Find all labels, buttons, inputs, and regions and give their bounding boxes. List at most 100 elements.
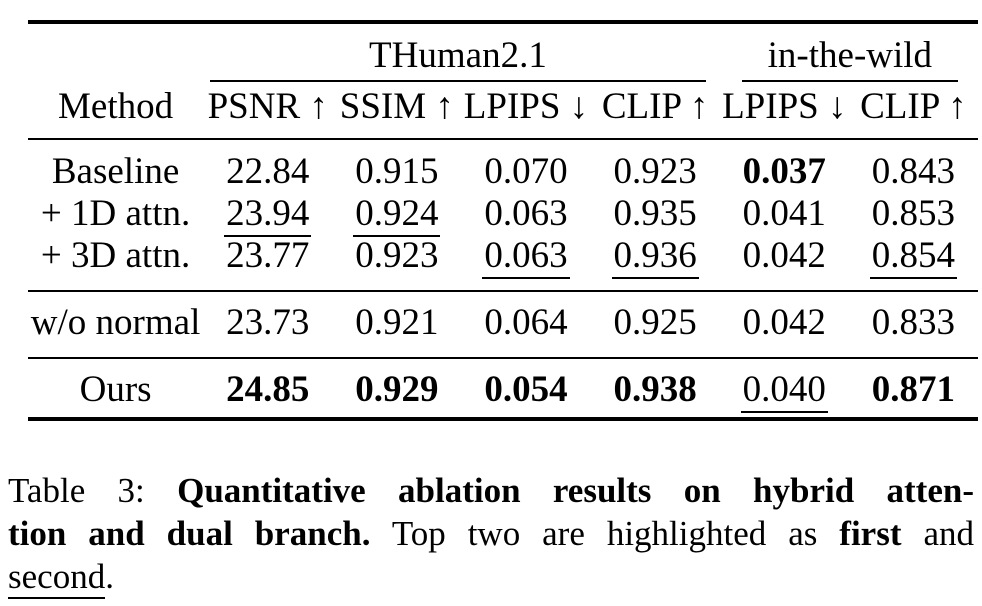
value-cell: 0.936 [590,235,720,292]
value-cell: 0.938 [591,358,720,419]
caption-text: . [105,557,114,596]
value-text: 23.77 [226,235,310,276]
value-text: 0.040 [740,369,828,413]
caption-bold-text: Quantitative ablation results on hybrid … [177,471,974,510]
method-cell: + 3D attn. [28,235,204,292]
value-text: 0.936 [611,235,699,279]
caption-text: Table 3: [8,471,178,510]
value-text: 0.853 [871,193,956,234]
value-cell: 0.923 [591,139,720,193]
value-cell: 0.040 [720,358,849,419]
value-text: 0.921 [355,302,439,343]
table-row: Baseline 22.84 0.915 0.070 0.923 0.037 0.843 [28,139,978,193]
group-header-thuman: THuman2.1 [203,22,720,82]
value-text: 0.054 [484,369,568,410]
value-text: 0.833 [871,302,956,343]
table-row: + 1D attn. 23.94 0.924 0.063 0.935 0.041 0.853 [28,193,978,237]
results-table: THuman2.1 in-the-wild Method PSNR ↑ SSIM… [28,20,978,421]
value-text: 0.063 [484,193,568,234]
value-cell: 0.853 [849,193,978,235]
method-label: + 1D attn. [40,193,191,234]
value-cell: 23.94 [203,193,332,237]
col-header-psnr: PSNR ↑ [203,82,333,140]
table-body: Baseline 22.84 0.915 0.070 0.923 0.037 0.843 + … [28,139,978,419]
value-text: 0.938 [613,369,697,410]
value-cell: 0.063 [461,193,590,235]
value-cell: 0.871 [849,358,978,419]
col-header-clip: CLIP ↑ [590,82,720,140]
group-header-row: THuman2.1 in-the-wild [28,22,978,82]
col-header-clip-wild: CLIP ↑ [848,82,978,140]
value-text: 0.042 [742,302,826,343]
caption-text: Top two are highlighted as [370,514,840,553]
value-cell: 0.041 [720,193,849,235]
value-cell: 0.925 [590,291,720,359]
value-text: 0.041 [742,193,826,234]
table-row: w/o normal 23.73 0.921 0.064 0.925 0.042 0.833 [28,291,978,359]
group-label-thuman: THuman2.1 [210,36,706,82]
value-cell: 0.054 [461,358,590,419]
method-cell: Baseline [28,139,203,193]
value-cell: 0.843 [849,139,978,193]
caption-line-3: second. [8,555,974,599]
value-cell: 23.73 [203,291,333,359]
method-cell: Ours [28,358,203,419]
caption-line-1: Table 3: Quantitative ablation results o… [8,469,974,512]
value-cell: 0.929 [332,358,461,419]
value-text: 0.924 [353,193,441,237]
caption-bold-text: first [839,514,902,553]
value-cell: 0.042 [719,235,849,292]
value-text: 0.042 [742,235,826,276]
value-text: 24.85 [226,369,310,410]
value-text: 0.063 [482,235,570,279]
caption-underlined-text: second [8,557,106,599]
caption-text: and [901,514,974,553]
method-label: w/o normal [30,302,201,343]
column-header-row: Method PSNR ↑ SSIM ↑ LPIPS ↓ CLIP ↑ LPIP… [28,82,978,140]
value-text: 0.843 [871,151,956,192]
col-header-ssim: SSIM ↑ [332,82,462,140]
table-caption: Table 3: Quantitative ablation results o… [8,469,974,599]
value-text: 0.935 [613,193,697,234]
value-text: 23.73 [226,302,310,343]
table-row: + 3D attn. 23.77 0.923 0.063 0.936 0.042 0.854 [28,235,978,292]
value-cell: 0.042 [719,291,849,359]
value-text: 0.871 [871,369,956,410]
method-cell: + 1D attn. [28,193,203,235]
value-cell: 0.064 [461,291,591,359]
value-cell: 0.854 [848,235,978,292]
method-label: + 3D attn. [40,235,191,276]
value-cell: 0.833 [848,291,978,359]
method-label: Baseline [51,151,180,192]
col-header-lpips-wild: LPIPS ↓ [719,82,849,140]
group-header-wild: in-the-wild [720,22,978,82]
value-cell: 0.924 [332,193,461,237]
method-label: Ours [79,369,152,410]
value-text: 0.925 [613,302,697,343]
value-cell: 0.935 [591,193,720,235]
value-cell: 24.85 [203,358,332,419]
table-row: Ours 24.85 0.929 0.054 0.938 0.040 0.871 [28,358,978,419]
value-text: 0.064 [484,302,568,343]
corner-cell [28,22,203,82]
value-text: 0.070 [484,151,568,192]
col-header-lpips: LPIPS ↓ [461,82,591,140]
caption-line-2: tion and dual branch. Top two are highli… [8,512,974,555]
value-cell: 22.84 [203,139,332,193]
value-cell: 0.037 [720,139,849,193]
value-text: 22.84 [226,151,310,192]
value-cell: 23.77 [203,235,333,292]
col-header-method: Method [28,82,204,140]
value-cell: 0.070 [461,139,590,193]
value-cell: 0.923 [332,235,462,292]
value-text: 0.854 [869,235,958,279]
group-label-wild: in-the-wild [741,36,958,82]
value-cell: 0.063 [461,235,591,292]
value-text: 0.923 [613,151,697,192]
value-cell: 0.921 [332,291,462,359]
value-text: 0.923 [355,235,439,276]
caption-bold-text: tion and dual branch. [8,514,371,553]
value-text: 0.037 [742,151,826,192]
value-text: 0.929 [355,369,439,410]
value-cell: 0.915 [332,139,461,193]
